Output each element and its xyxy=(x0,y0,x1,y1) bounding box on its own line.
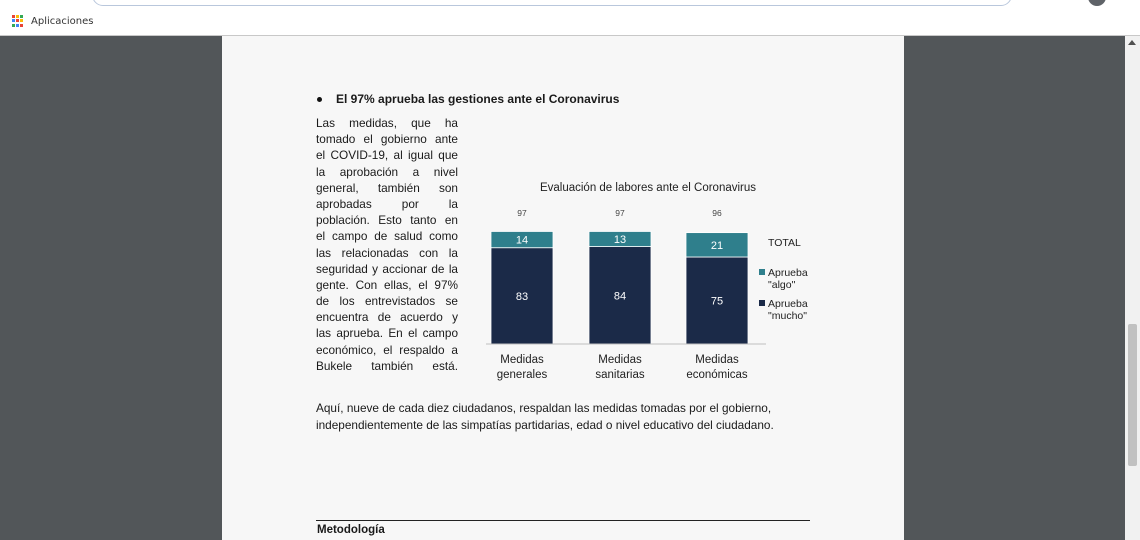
section-heading: El 97% aprueba las gestiones ante el Cor… xyxy=(317,92,619,106)
scroll-up-arrow-icon[interactable] xyxy=(1128,40,1136,45)
legend-swatch xyxy=(759,269,765,275)
apps-grid-dot xyxy=(20,23,23,27)
profile-avatar[interactable] xyxy=(1088,0,1106,6)
category-label: Medidas xyxy=(695,354,739,366)
paragraph-line: población. Esto tanto en xyxy=(316,213,458,228)
browser-chrome: Aplicaciones xyxy=(0,0,1140,36)
bar-total-label: 97 xyxy=(615,208,625,218)
paragraph-line: Aquí, nueve de cada diez ciudadanos, res… xyxy=(316,401,772,415)
methodology-title: Metodología xyxy=(317,524,385,536)
apps-grid-dot xyxy=(16,15,19,18)
address-bar[interactable] xyxy=(92,0,1012,6)
paragraph-line: Las medidas, que ha xyxy=(316,116,458,130)
total-label: TOTAL xyxy=(768,237,801,249)
category-label: Medidas xyxy=(598,354,642,366)
paragraph-line: independientemente de las simpatías part… xyxy=(316,418,774,432)
bar-value-label: 14 xyxy=(516,235,528,247)
pdf-page xyxy=(222,36,904,540)
bar-segment-algo xyxy=(685,232,749,258)
apps-grid-dot xyxy=(12,15,15,18)
apps-grid-dot xyxy=(20,19,23,23)
paragraph-line: el campo de salud como xyxy=(316,229,458,244)
bar-total-label: 97 xyxy=(517,208,527,218)
paragraph-line: Bukele también está. xyxy=(316,358,458,373)
legend-label: "mucho" xyxy=(768,310,807,322)
chart-title: Evaluación de labores ante el Coronaviru… xyxy=(540,182,756,194)
body-paragraph-full: Aquí, nueve de cada diez ciudadanos, res… xyxy=(316,400,816,434)
scrollbar-thumb[interactable] xyxy=(1128,324,1137,466)
paragraph-line: las aprueba. En el campo xyxy=(316,326,458,341)
legend-label: Aprueba xyxy=(768,267,808,279)
bar-value-label: 75 xyxy=(711,296,723,308)
category-label: generales xyxy=(497,369,548,381)
paragraph-line: económico, el respaldo a xyxy=(316,342,458,357)
apps-grid-dot xyxy=(12,19,15,23)
paragraph-line: encuentra de acuerdo y xyxy=(316,310,458,325)
category-label: Medidas xyxy=(500,354,544,366)
paragraph-line: general, también son xyxy=(316,180,458,195)
apps-grid-dot xyxy=(16,23,19,27)
bar-value-label: 83 xyxy=(516,291,528,303)
paragraph-line: gente. Con ellas, el 97% xyxy=(316,277,458,292)
apps-grid-dot xyxy=(20,15,23,18)
legend-label: Aprueba xyxy=(768,298,808,310)
approval-chart: Evaluación de labores ante el Coronaviru… xyxy=(470,176,850,396)
paragraph-line: de los entrevistados se xyxy=(316,294,458,309)
approval-chart-svg: Evaluación de labores ante el Coronaviru… xyxy=(486,182,808,381)
bar-value-label: 84 xyxy=(614,290,626,302)
legend-swatch xyxy=(759,300,765,306)
section-heading-text: El 97% aprueba las gestiones ante el Cor… xyxy=(336,92,620,106)
apps-grid-dot xyxy=(16,19,19,23)
apps-grid-icon xyxy=(12,15,24,27)
bookmark-apps-label: Aplicaciones xyxy=(31,15,94,27)
section-divider xyxy=(316,520,810,521)
bullet-icon xyxy=(317,96,322,102)
paragraph-line: las relacionadas con la xyxy=(316,245,458,260)
paragraph-line: seguridad y accionar de la xyxy=(316,261,458,276)
paragraph-line: tomado el gobierno ante xyxy=(316,132,458,147)
bar-total-label: 96 xyxy=(712,208,722,218)
apps-grid-dot xyxy=(12,23,15,27)
bar-value-label: 21 xyxy=(711,240,723,252)
body-paragraph-column: Las medidas, que ha tomado el gobierno an… xyxy=(316,115,458,374)
bar-value-label: 13 xyxy=(614,234,626,246)
bar-segment-algo xyxy=(588,231,652,247)
paragraph-line: la aprobación a nivel xyxy=(316,164,458,179)
category-label: sanitarias xyxy=(595,369,644,381)
bookmark-apps[interactable]: Aplicaciones xyxy=(12,13,93,29)
bar-segment-algo xyxy=(490,231,554,249)
category-label: económicas xyxy=(686,369,748,381)
paragraph-line: aprobadas por la xyxy=(316,196,458,211)
paragraph-line: el COVID-19, al igual que xyxy=(316,148,458,163)
vertical-scrollbar[interactable] xyxy=(1125,36,1140,540)
legend-label: "algo" xyxy=(768,279,796,291)
